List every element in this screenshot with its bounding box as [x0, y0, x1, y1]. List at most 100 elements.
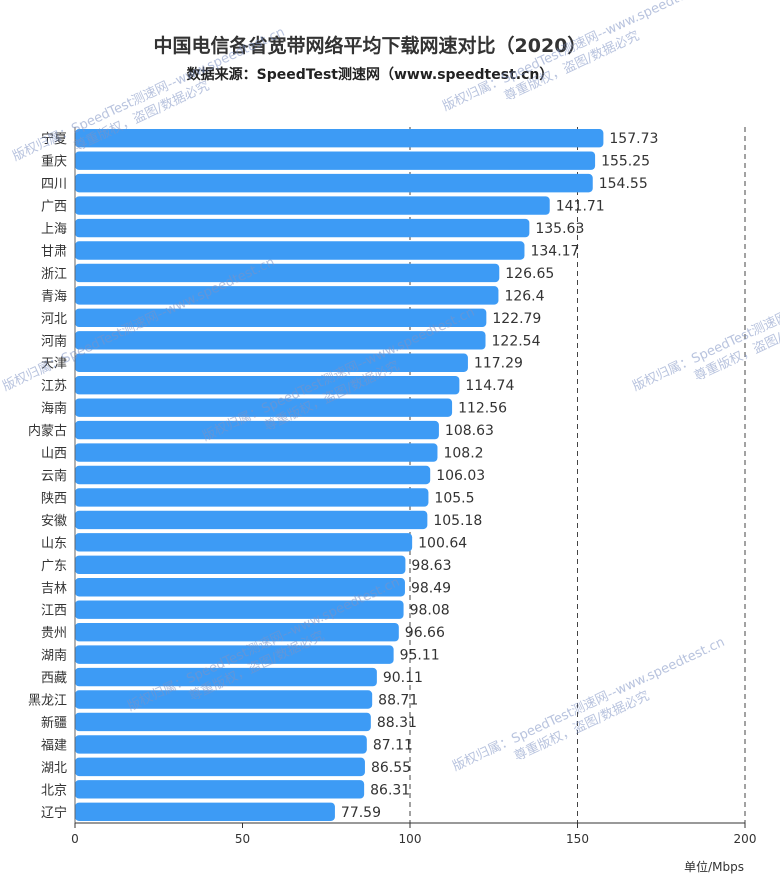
value-label: 135.63 — [535, 221, 584, 237]
category-label: 西藏 — [41, 671, 67, 686]
bar — [75, 263, 500, 283]
bar — [75, 129, 604, 148]
category-label: 河北 — [41, 312, 67, 327]
value-label: 105.18 — [433, 513, 482, 529]
bar — [75, 645, 394, 664]
value-label: 114.74 — [465, 378, 514, 394]
value-label: 105.5 — [434, 490, 474, 506]
bar — [75, 151, 596, 170]
bar — [75, 578, 405, 597]
bar — [75, 218, 530, 238]
category-label: 山东 — [41, 536, 67, 551]
value-label: 112.56 — [458, 401, 507, 417]
bar — [75, 196, 550, 215]
category-label: 内蒙古 — [28, 423, 67, 439]
x-tick-label: 0 — [71, 832, 79, 846]
bar — [75, 286, 499, 305]
value-label: 126.65 — [505, 266, 554, 282]
category-label: 江苏 — [41, 378, 67, 394]
bar — [75, 398, 453, 417]
category-label: 广东 — [41, 559, 67, 574]
category-label: 新疆 — [41, 715, 67, 731]
value-label: 108.2 — [443, 446, 483, 462]
value-label: 117.29 — [474, 356, 523, 372]
bars: 宁夏 157.73 重庆 155.25 四川 154.55 广西 141.71 上海 135.63… — [28, 129, 658, 821]
x-axis: 0 50 100 150 200 — [71, 127, 756, 846]
bar — [75, 555, 406, 575]
bar — [75, 331, 486, 350]
value-label: 122.79 — [492, 311, 541, 327]
bar — [75, 780, 365, 799]
category-label: 陕西 — [41, 491, 67, 506]
bar — [75, 375, 460, 395]
value-label: 141.71 — [556, 199, 605, 215]
grid-lines — [409, 127, 746, 823]
x-tick-label: 50 — [235, 832, 250, 846]
chart-title: 中国电信各省宽带网络平均下载网速对比（2020） — [153, 35, 587, 57]
value-label: 77.59 — [341, 805, 381, 821]
bar — [75, 420, 439, 440]
value-label: 96.66 — [405, 625, 445, 641]
value-label: 100.64 — [418, 535, 467, 551]
category-label: 安徽 — [41, 514, 67, 529]
value-label: 86.31 — [370, 782, 410, 798]
category-label: 青海 — [41, 289, 67, 304]
category-label: 甘肃 — [41, 244, 67, 259]
category-label: 河南 — [41, 333, 67, 349]
value-label: 108.63 — [445, 423, 494, 439]
category-label: 黑龙江 — [28, 694, 67, 709]
bar — [75, 488, 429, 507]
category-label: 宁夏 — [41, 131, 67, 147]
bar — [75, 667, 377, 687]
category-label: 四川 — [41, 177, 67, 192]
category-label: 浙江 — [41, 267, 67, 282]
category-label: 山西 — [41, 447, 67, 462]
value-label: 126.4 — [504, 288, 544, 304]
category-label: 重庆 — [41, 154, 67, 170]
value-label: 90.11 — [383, 670, 423, 686]
category-label: 吉林 — [41, 581, 67, 596]
x-axis-unit-label: 单位/Mbps — [684, 859, 744, 874]
category-label: 北京 — [41, 783, 67, 798]
bar — [75, 690, 373, 709]
category-label: 福建 — [41, 738, 67, 753]
category-label: 湖南 — [41, 648, 67, 664]
category-label: 辽宁 — [41, 805, 67, 821]
bar — [75, 241, 525, 260]
x-tick-label: 200 — [734, 832, 757, 846]
value-label: 134.17 — [530, 243, 579, 259]
bar — [75, 465, 431, 485]
bar — [75, 510, 428, 530]
x-tick-label: 100 — [399, 832, 422, 846]
category-label: 海南 — [41, 401, 67, 417]
category-label: 广西 — [41, 200, 67, 215]
value-label: 87.11 — [373, 737, 413, 753]
category-label: 江西 — [41, 604, 67, 619]
bar — [75, 443, 438, 462]
value-label: 88.31 — [377, 715, 417, 731]
value-label: 98.63 — [411, 558, 451, 574]
category-label: 上海 — [41, 222, 67, 237]
bar — [75, 622, 399, 642]
value-label: 86.55 — [371, 760, 411, 776]
value-label: 88.71 — [378, 693, 418, 709]
value-label: 157.73 — [609, 131, 658, 147]
category-label: 湖北 — [41, 761, 67, 776]
bar — [75, 353, 468, 372]
bar — [75, 757, 365, 777]
value-label: 122.54 — [492, 333, 541, 349]
category-label: 云南 — [41, 468, 67, 484]
x-tick-label: 150 — [566, 832, 589, 846]
value-label: 98.49 — [411, 580, 451, 596]
bar — [75, 600, 404, 619]
bar — [75, 173, 593, 193]
bar — [75, 712, 371, 732]
value-label: 98.08 — [410, 603, 450, 619]
bar — [75, 735, 367, 754]
category-label: 天津 — [41, 357, 67, 372]
value-label: 95.11 — [400, 648, 440, 664]
value-label: 154.55 — [599, 176, 648, 192]
chart-subtitle: 数据来源：SpeedTest测速网（www.speedtest.cn） — [186, 67, 554, 83]
bar — [75, 308, 487, 328]
